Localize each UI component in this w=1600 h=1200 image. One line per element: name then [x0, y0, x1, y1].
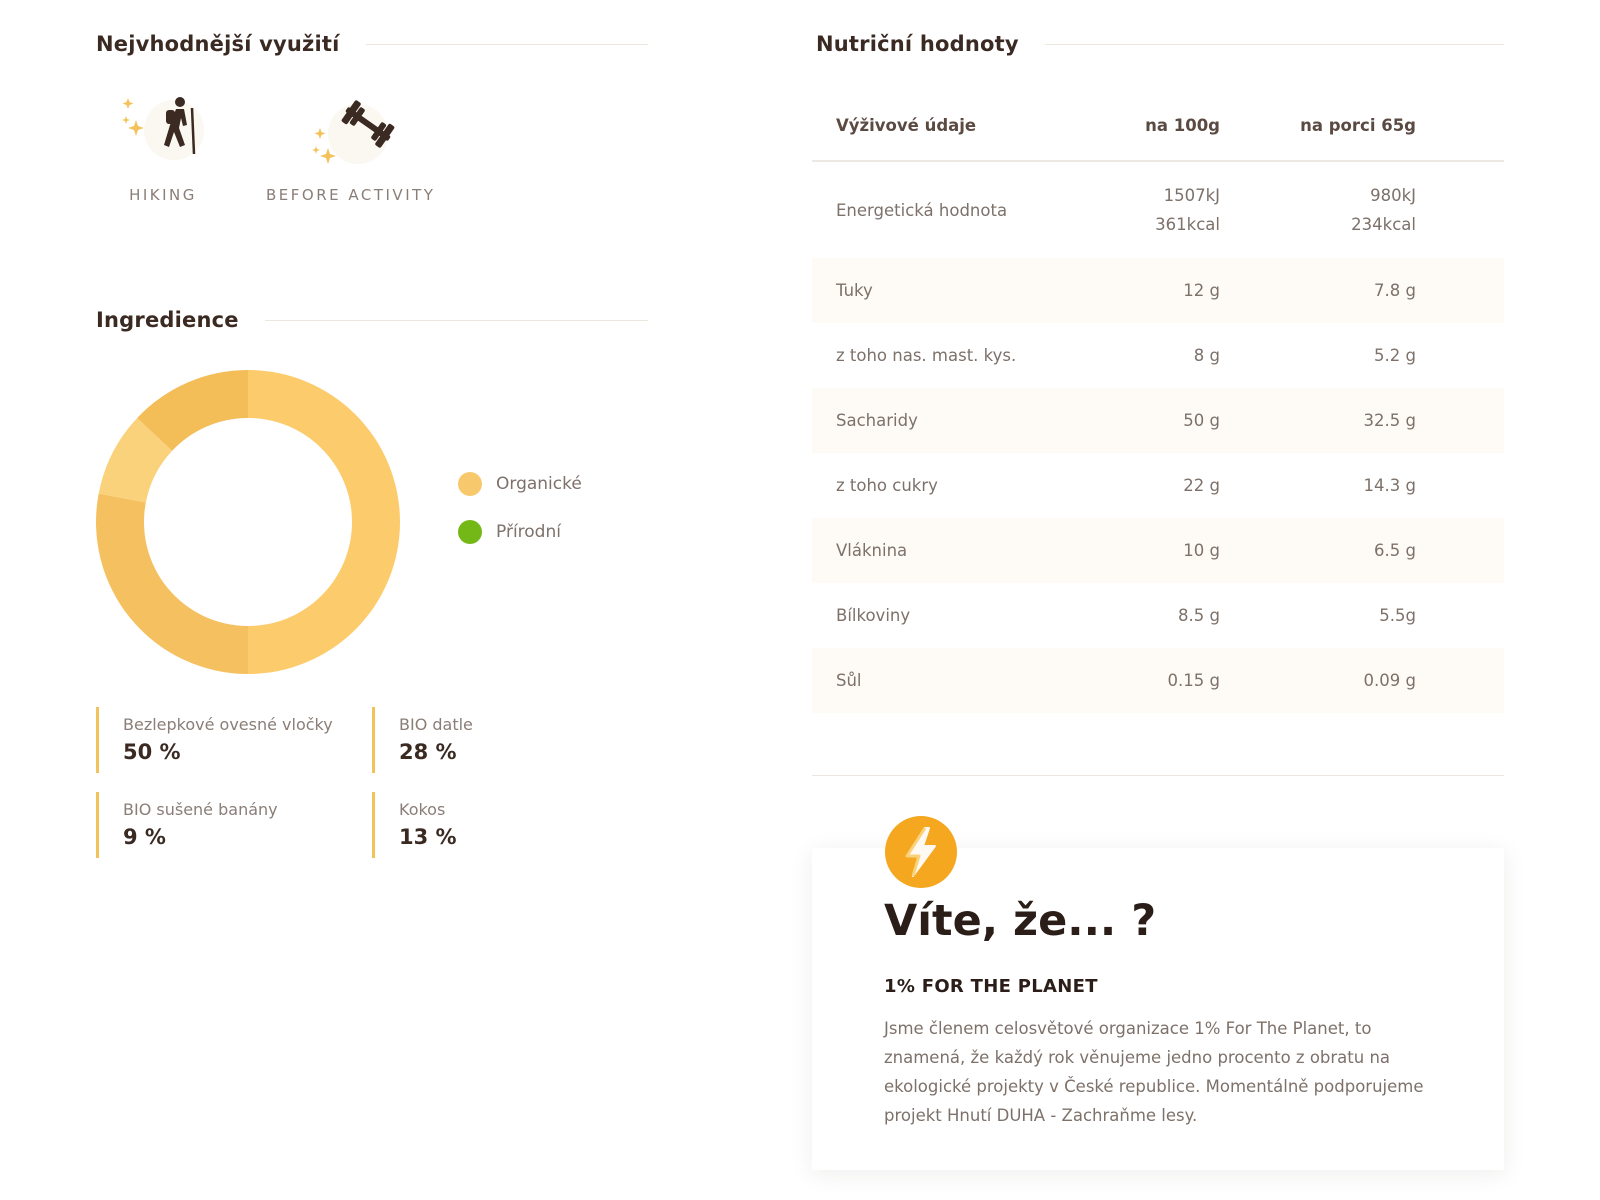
table-row: Bílkoviny 8.5 g 5.5g	[812, 583, 1504, 648]
ingredients-donut-chart	[95, 370, 400, 674]
nutrition-title: Nutriční hodnoty	[816, 32, 1019, 56]
ingredient-name: BIO datle	[399, 715, 473, 734]
ingredient-name: Kokos	[399, 800, 446, 819]
heading-divider	[365, 43, 648, 45]
nutrient-label: z toho cukry	[836, 476, 938, 495]
ingredients-title: Ingredience	[96, 308, 239, 332]
portion-value: 5.5g	[1379, 606, 1416, 625]
ingredient-item: BIO sušené banány 9 %	[96, 792, 278, 858]
nutrition-section-heading: Nutriční hodnoty	[816, 32, 1504, 56]
section-divider	[812, 775, 1504, 776]
usage-label: HIKING	[129, 186, 197, 204]
donut-slice-2[interactable]	[95, 493, 248, 674]
portion-value: 5.2 g	[1374, 346, 1416, 365]
heading-divider	[264, 319, 648, 321]
ingredient-percent: 28 %	[399, 740, 457, 764]
nutrient-label: z toho nas. mast. kys.	[836, 346, 1017, 365]
nutrient-label: Sacharidy	[836, 411, 918, 430]
ingredient-percent: 9 %	[123, 825, 166, 849]
fact-card: Víte, že... ? 1% FOR THE PLANET Jsme čle…	[812, 848, 1504, 1170]
legend-swatch	[458, 520, 482, 544]
hiker-icon	[118, 90, 208, 170]
usage-item-before-activity: BEFORE ACTIVITY	[266, 90, 435, 204]
table-header-row: Výživové údaje na 100g na porci 65g	[812, 90, 1504, 162]
lightning-bolt-icon	[885, 816, 957, 888]
nutrient-label: Bílkoviny	[836, 606, 911, 625]
portion-value: 7.8 g	[1374, 281, 1416, 300]
legend-label: Přírodní	[496, 522, 561, 542]
nutrient-label: Sůl	[836, 671, 862, 690]
legend-item-natural[interactable]: Přírodní	[458, 520, 582, 544]
per100-value: 0.15 g	[1167, 671, 1220, 690]
legend-swatch	[458, 472, 482, 496]
energy-kcal: 361kcal	[1155, 215, 1220, 234]
heading-divider	[1044, 43, 1504, 45]
ingredients-section-heading: Ingredience	[96, 308, 648, 332]
donut-slice-4[interactable]	[137, 370, 248, 451]
chart-legend: Organické Přírodní	[458, 472, 582, 568]
donut-slice-3[interactable]	[98, 417, 173, 503]
fact-card-title: Víte, že... ?	[884, 896, 1157, 946]
table-row: Vláknina 10 g 6.5 g	[812, 518, 1504, 583]
usage-item-hiking: HIKING	[118, 90, 208, 204]
per100-value: 1507kJ 361kcal	[1155, 181, 1220, 239]
usage-section-heading: Nejvhodnější využití	[96, 32, 648, 56]
ingredient-name: Bezlepkové ovesné vločky	[123, 715, 333, 734]
per100-value: 22 g	[1183, 476, 1220, 495]
fact-card-subtitle: 1% FOR THE PLANET	[884, 976, 1098, 997]
usage-label: BEFORE ACTIVITY	[266, 186, 436, 204]
portion-value: 980kJ 234kcal	[1351, 181, 1416, 239]
ingredient-item: BIO datle 28 %	[372, 707, 473, 773]
nutrient-label: Tuky	[836, 281, 873, 300]
legend-item-organic[interactable]: Organické	[458, 472, 582, 496]
energy-kj: 980kJ	[1370, 186, 1416, 205]
portion-value: 32.5 g	[1363, 411, 1416, 430]
portion-value: 14.3 g	[1363, 476, 1416, 495]
energy-kj: 1507kJ	[1163, 186, 1220, 205]
per100-value: 10 g	[1183, 541, 1220, 560]
nutrition-table: Výživové údaje na 100g na porci 65g Ener…	[812, 90, 1504, 713]
ingredient-percent: 13 %	[399, 825, 457, 849]
table-row: Sůl 0.15 g 0.09 g	[812, 648, 1504, 713]
per100-value: 50 g	[1183, 411, 1220, 430]
table-row: z toho nas. mast. kys. 8 g 5.2 g	[812, 323, 1504, 388]
column-header: na porci 65g	[1300, 115, 1416, 135]
table-row: Energetická hodnota 1507kJ 361kcal 980kJ…	[812, 162, 1504, 258]
table-row: Sacharidy 50 g 32.5 g	[812, 388, 1504, 453]
column-header: na 100g	[1145, 115, 1220, 135]
fact-card-text: Jsme členem celosvětové organizace 1% Fo…	[884, 1019, 1424, 1125]
dumbbell-icon	[306, 90, 396, 170]
legend-label: Organické	[496, 474, 582, 494]
ingredient-percent: 50 %	[123, 740, 181, 764]
portion-value: 6.5 g	[1374, 541, 1416, 560]
usage-list: HIKING BEFORE ACTIVITY	[118, 90, 435, 204]
per100-value: 8 g	[1193, 346, 1220, 365]
energy-kcal: 234kcal	[1351, 215, 1416, 234]
portion-value: 0.09 g	[1363, 671, 1416, 690]
per100-value: 8.5 g	[1178, 606, 1220, 625]
ingredient-item: Kokos 13 %	[372, 792, 457, 858]
table-row: Tuky 12 g 7.8 g	[812, 258, 1504, 323]
donut-slice-1[interactable]	[248, 370, 400, 674]
table-row: z toho cukry 22 g 14.3 g	[812, 453, 1504, 518]
per100-value: 12 g	[1183, 281, 1220, 300]
column-header: Výživové údaje	[836, 115, 977, 135]
ingredient-item: Bezlepkové ovesné vločky 50 %	[96, 707, 333, 773]
ingredient-name: BIO sušené banány	[123, 800, 278, 819]
nutrient-label: Energetická hodnota	[836, 200, 1008, 220]
nutrient-label: Vláknina	[836, 541, 908, 560]
usage-title: Nejvhodnější využití	[96, 32, 340, 56]
